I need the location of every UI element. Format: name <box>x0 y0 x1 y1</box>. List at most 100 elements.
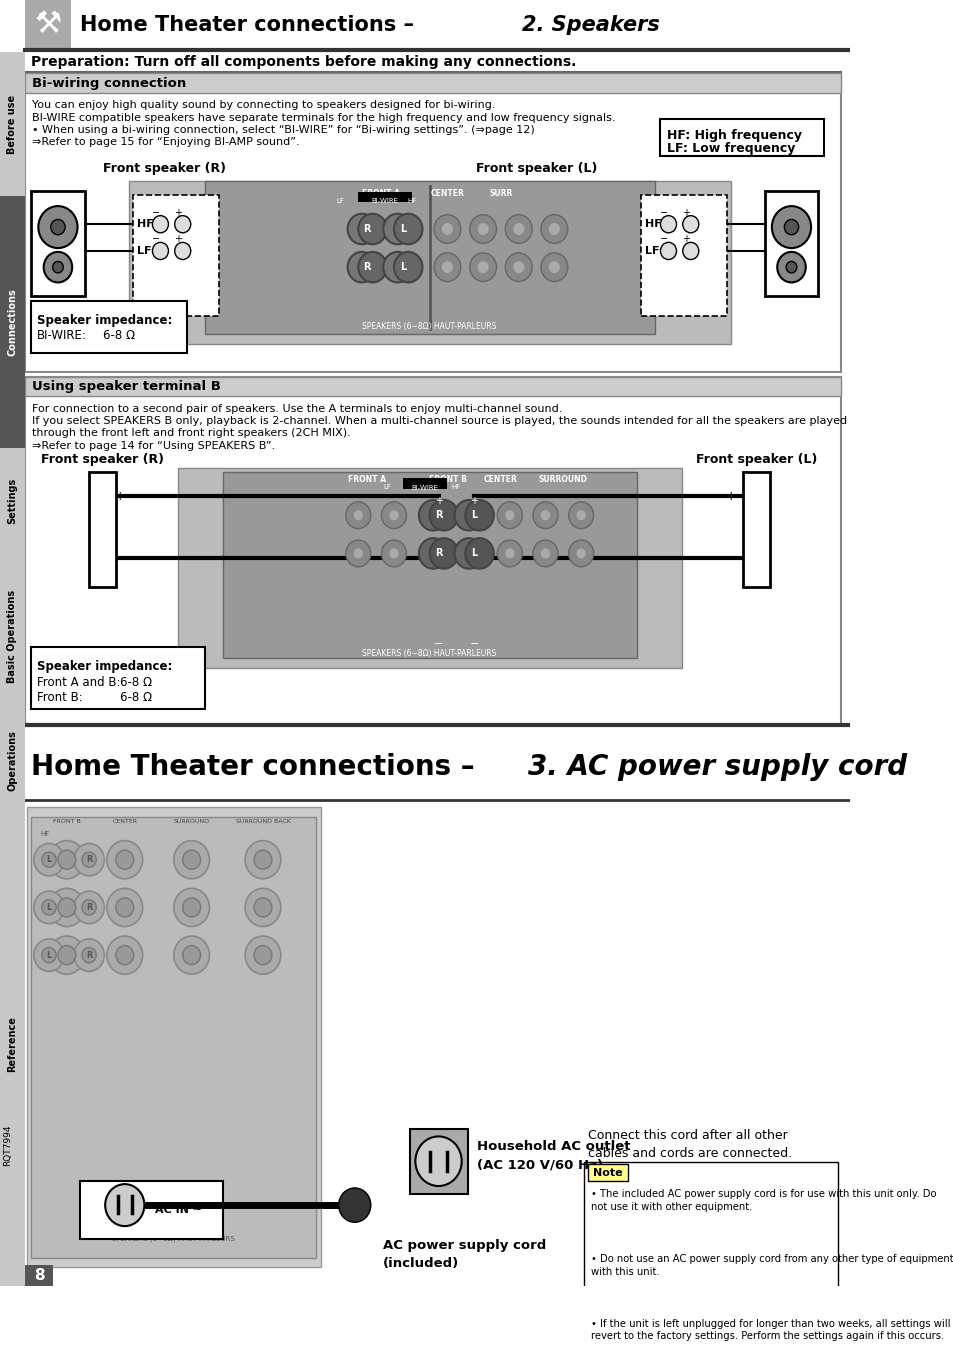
Circle shape <box>568 501 593 528</box>
Circle shape <box>504 547 515 559</box>
Circle shape <box>107 888 142 926</box>
Circle shape <box>440 260 454 274</box>
Circle shape <box>383 252 412 283</box>
Text: +: + <box>470 496 477 506</box>
Circle shape <box>476 260 489 274</box>
Circle shape <box>777 252 805 283</box>
Circle shape <box>394 252 422 283</box>
Text: +: + <box>174 235 182 244</box>
Circle shape <box>783 220 798 235</box>
Text: Front speaker (L): Front speaker (L) <box>696 453 817 466</box>
Text: HF: HF <box>407 198 416 204</box>
Text: ⚒: ⚒ <box>34 11 62 39</box>
Circle shape <box>533 501 558 528</box>
Text: Front B:: Front B: <box>36 690 82 704</box>
Circle shape <box>381 501 406 528</box>
Text: L: L <box>47 903 51 911</box>
Circle shape <box>454 500 482 531</box>
Circle shape <box>576 547 586 559</box>
Bar <box>0 554 25 720</box>
Text: −: − <box>659 208 667 218</box>
Text: −: − <box>659 235 667 244</box>
Circle shape <box>418 500 447 531</box>
Text: 8: 8 <box>34 1268 45 1283</box>
Text: FRONT A: FRONT A <box>361 189 399 198</box>
Circle shape <box>115 898 133 917</box>
Text: −: − <box>469 639 478 650</box>
Circle shape <box>34 844 64 876</box>
Text: • When using a bi-wiring connection, select “BI-WIRE” for “Bi-wiring settings”. : • When using a bi-wiring connection, sel… <box>32 125 535 135</box>
Text: L: L <box>471 511 476 520</box>
Circle shape <box>107 841 142 879</box>
Circle shape <box>253 898 272 917</box>
Circle shape <box>51 220 65 235</box>
Text: SPEAKERS (6∼8Ω) HAUT-PARLEURS: SPEAKERS (6∼8Ω) HAUT-PARLEURS <box>362 322 497 330</box>
Text: SPEAKERS (6∼8Ω) HAUT-PARLEURS: SPEAKERS (6∼8Ω) HAUT-PARLEURS <box>362 650 497 658</box>
Circle shape <box>469 253 496 282</box>
Text: R: R <box>363 224 371 235</box>
Text: Home Theater connections –: Home Theater connections – <box>31 754 484 780</box>
Circle shape <box>682 243 698 260</box>
Bar <box>223 472 637 658</box>
Bar <box>0 802 25 1286</box>
Circle shape <box>465 538 494 569</box>
Text: Front speaker (R): Front speaker (R) <box>102 162 225 175</box>
Text: If you select SPEAKERS B only, playback is 2-channel. When a multi-channel sourc: If you select SPEAKERS B only, playback … <box>32 417 846 426</box>
Circle shape <box>440 222 454 236</box>
Circle shape <box>174 216 191 233</box>
Bar <box>588 1165 628 1181</box>
Circle shape <box>152 243 169 260</box>
Circle shape <box>504 510 515 520</box>
Circle shape <box>115 851 133 869</box>
Circle shape <box>49 936 85 975</box>
Circle shape <box>429 538 457 569</box>
Circle shape <box>388 547 399 559</box>
Text: BI-WIRE:: BI-WIRE: <box>36 329 87 342</box>
Text: BI-WIRE compatible speakers have separate terminals for the high frequency and l: BI-WIRE compatible speakers have separat… <box>32 113 615 123</box>
Text: Connect this cord after all other
cables and cords are connected.: Connect this cord after all other cables… <box>588 1128 792 1159</box>
Bar <box>764 191 818 295</box>
Circle shape <box>58 898 75 917</box>
Text: −: − <box>723 551 737 566</box>
Circle shape <box>174 243 191 260</box>
Text: Settings: Settings <box>8 477 17 524</box>
Circle shape <box>347 214 375 244</box>
Text: Front A and B:: Front A and B: <box>36 675 120 689</box>
Text: Home Theater connections –: Home Theater connections – <box>80 15 421 35</box>
Text: Basic Operations: Basic Operations <box>8 590 17 683</box>
Bar <box>178 468 681 667</box>
Text: Connections: Connections <box>8 288 17 356</box>
Text: FRONT B: FRONT B <box>53 818 81 824</box>
Text: CENTER: CENTER <box>483 476 517 484</box>
Circle shape <box>512 260 524 274</box>
Text: HF: High frequency: HF: High frequency <box>666 129 801 142</box>
Text: SURROUND BACK: SURROUND BACK <box>235 818 290 824</box>
Text: AC IN ∼: AC IN ∼ <box>154 1205 202 1215</box>
Text: L: L <box>399 262 406 272</box>
Bar <box>31 301 187 353</box>
Bar <box>583 1162 837 1348</box>
Text: 3. AC power supply cord: 3. AC power supply cord <box>527 754 906 780</box>
Circle shape <box>358 252 386 283</box>
Circle shape <box>107 936 142 975</box>
Text: +: + <box>725 489 736 503</box>
Text: Preparation: Turn off all components before making any connections.: Preparation: Turn off all components bef… <box>31 55 576 69</box>
Text: +: + <box>115 489 126 503</box>
Text: AC power supply cord
(included): AC power supply cord (included) <box>383 1239 546 1270</box>
Circle shape <box>52 262 63 272</box>
Circle shape <box>49 841 85 879</box>
Circle shape <box>497 541 522 566</box>
FancyBboxPatch shape <box>640 194 726 315</box>
Text: CENTER: CENTER <box>430 189 464 198</box>
Bar <box>742 472 769 586</box>
Circle shape <box>34 940 64 972</box>
Circle shape <box>82 948 96 962</box>
Circle shape <box>497 501 522 528</box>
Text: BI-WIRE: BI-WIRE <box>371 198 398 205</box>
Text: R: R <box>363 262 371 272</box>
Circle shape <box>505 253 532 282</box>
Circle shape <box>82 852 96 867</box>
Text: −: − <box>113 551 127 566</box>
Bar <box>0 449 25 554</box>
Circle shape <box>415 1136 461 1186</box>
